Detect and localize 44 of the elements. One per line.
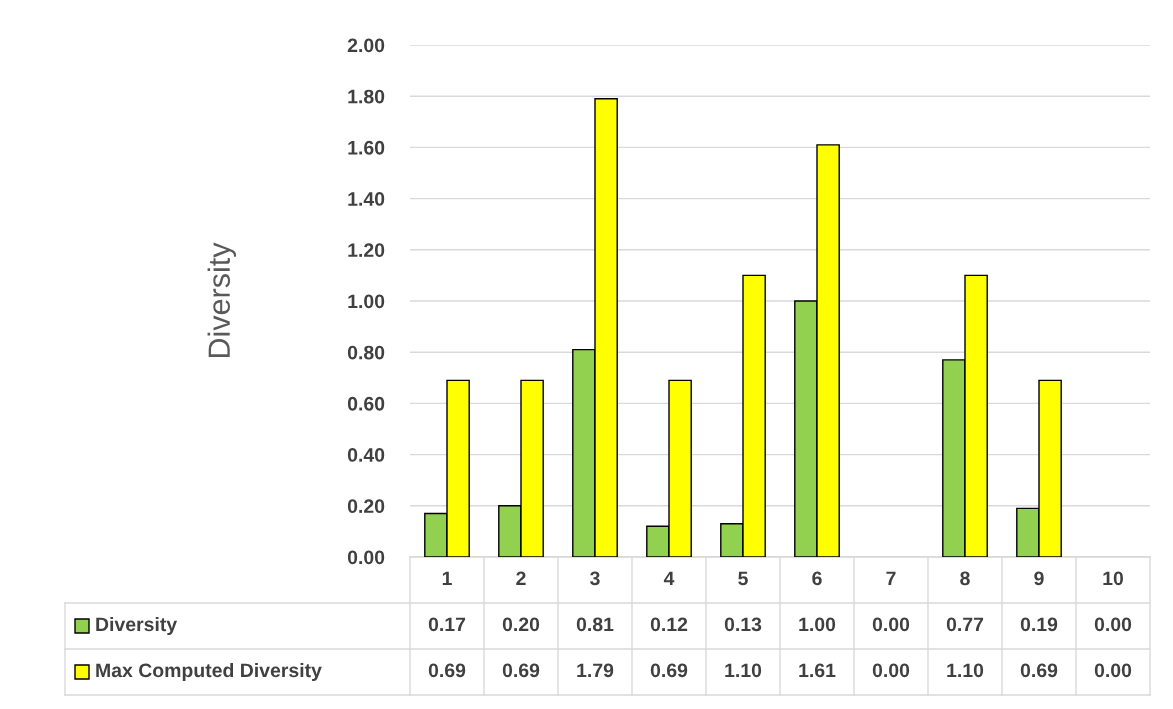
y-tick-label: 1.20 [348,243,385,258]
x-tick-label: 5 [738,571,748,586]
x-tick-label: 3 [590,571,600,586]
data-label: 0.13 [724,617,762,632]
data-label: 0.00 [1094,617,1132,632]
y-tick-label: 2.00 [347,38,385,53]
legend-label: Diversity [96,616,178,636]
data-label: 0.00 [872,663,910,678]
y-tick-label: 0.40 [347,448,385,462]
y-tick-label: 1.80 [348,89,385,104]
y-tick-label: 0.80 [347,345,385,360]
y-tick-label: 1.00 [348,294,385,309]
data-label: 0.00 [872,617,910,632]
y-axis-title: Diversity [207,242,237,358]
data-label: 1.61 [799,663,836,678]
y-tick-label: 1.40 [348,192,385,206]
data-label: 0.69 [650,663,688,678]
legend-label: Max Computed Diversity [96,662,322,682]
data-label: 0.17 [428,617,466,632]
data-label: 0.20 [502,617,540,632]
y-tick-label: 0.20 [347,499,385,514]
x-tick-label: 10 [1103,571,1124,586]
data-label: 0.69 [1020,663,1058,678]
data-label: 1.10 [725,663,762,678]
y-tick-label: 0.00 [347,550,385,565]
data-label: 0.19 [1020,617,1058,632]
x-tick-label: 6 [812,571,822,586]
x-tick-label: 4 [663,571,675,586]
data-label: 1.10 [947,663,984,678]
y-tick-label: 1.60 [348,140,385,155]
data-label: 0.12 [650,617,688,632]
x-tick-label: 9 [1034,571,1044,586]
x-tick-label: 7 [886,571,896,586]
data-label: 0.00 [1094,663,1132,678]
x-tick-label: 2 [516,571,526,586]
data-label: 0.81 [576,617,614,632]
data-label: 1.79 [577,663,614,678]
data-label: 1.00 [799,617,836,632]
data-label: 0.69 [502,663,540,678]
y-tick-label: 0.60 [347,396,385,411]
data-label: 0.77 [946,617,984,632]
x-tick-label: 8 [960,571,970,586]
x-tick-label: 1 [442,571,452,586]
data-label: 0.69 [428,663,466,678]
